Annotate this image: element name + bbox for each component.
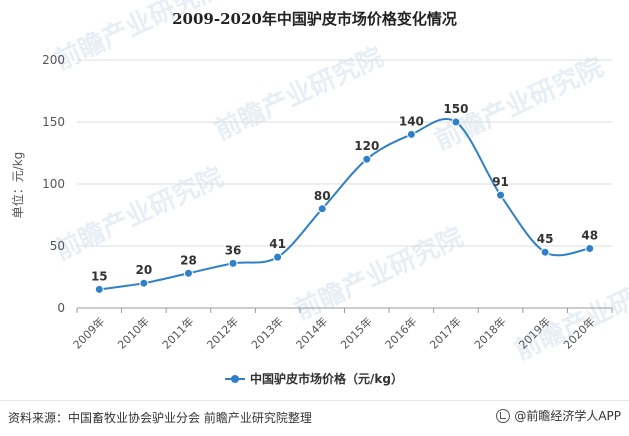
data-point	[362, 154, 372, 164]
y-tick-label: 100	[42, 177, 65, 191]
data-point	[585, 243, 595, 253]
data-point	[406, 129, 416, 139]
data-label: 150	[443, 102, 468, 116]
brand: @前瞻经济学人APP	[496, 407, 621, 424]
x-tick-label: 2010年	[115, 314, 152, 351]
x-tick-label: 2011年	[159, 314, 196, 351]
data-point	[273, 252, 283, 262]
source-note: 资料来源：中国畜牧业协会驴业分会 前瞻产业研究院整理	[8, 411, 312, 425]
y-tick-label: 150	[42, 115, 65, 129]
legend-label: 中国驴皮市场价格（元/kg）	[250, 371, 403, 386]
x-tick-label: 2013年	[248, 314, 285, 351]
x-tick-label: 2015年	[337, 314, 374, 351]
data-label: 20	[136, 263, 153, 277]
data-label: 45	[537, 232, 554, 246]
y-tick-label: 0	[57, 301, 65, 315]
data-point	[139, 278, 149, 288]
watermark-text: 前瞻产业研究院	[50, 161, 228, 266]
data-label: 91	[492, 175, 509, 189]
x-tick-label: 2012年	[204, 314, 241, 351]
data-point	[451, 117, 461, 127]
y-axis-ticks: 0 50 100 150 200	[42, 53, 65, 315]
x-tick-label: 2016年	[382, 314, 419, 351]
data-label: 41	[269, 237, 286, 251]
data-label: 80	[314, 189, 331, 203]
data-labels: 15 20 28 36 41 80 120 140 150 91 45 48	[91, 102, 598, 283]
data-point	[228, 258, 238, 268]
data-label: 36	[225, 243, 242, 257]
y-tick-label: 200	[42, 53, 65, 67]
data-label: 120	[354, 139, 379, 153]
watermark-text: 前瞻产业研究院	[210, 41, 388, 146]
qianzhan-logo-icon	[496, 408, 511, 423]
watermark-text: 前瞻产业研究院	[50, 0, 228, 76]
data-point	[183, 268, 193, 278]
data-points	[94, 117, 595, 294]
watermark-text: 前瞻产业研究院	[290, 221, 468, 326]
x-axis: 2009年 2010年 2011年 2012年 2013年 2014年 2015年 2016年…	[70, 308, 613, 352]
data-label: 15	[91, 269, 108, 283]
chart-title: 2009-2020年中国驴皮市场价格变化情况	[172, 10, 457, 28]
brand-label: @前瞻经济学人APP	[514, 409, 621, 423]
data-point	[94, 284, 104, 294]
data-point	[540, 247, 550, 257]
data-point	[496, 190, 506, 200]
legend: 中国驴皮市场价格（元/kg）	[225, 371, 403, 386]
x-tick-label: 2009年	[70, 314, 107, 351]
y-tick-label: 50	[50, 239, 65, 253]
data-label: 28	[180, 253, 197, 267]
y-axis-label: 单位：元/kg	[10, 152, 25, 219]
data-label: 140	[399, 114, 424, 128]
x-tick-label: 2017年	[427, 314, 464, 351]
data-label: 48	[581, 228, 598, 242]
legend-marker-icon	[231, 375, 239, 383]
x-tick-label: 2018年	[471, 314, 508, 351]
data-point	[317, 204, 327, 214]
footer: 资料来源：中国畜牧业协会驴业分会 前瞻产业研究院整理 @前瞻经济学人APP	[0, 400, 629, 436]
